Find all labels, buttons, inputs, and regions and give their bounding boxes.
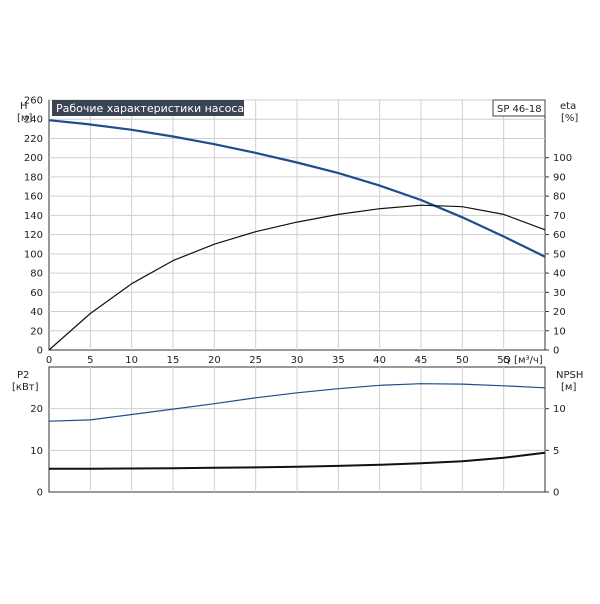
y-right-tick-label: 30 [553, 288, 566, 299]
y-left-tick-label: 10 [30, 446, 43, 457]
x-tick-label: 20 [208, 355, 221, 366]
x-axis-label: Q [м³/ч] [503, 355, 543, 366]
top-y-right-unit: [%] [561, 113, 578, 124]
y-right-tick-label: 70 [553, 211, 566, 222]
y-left-tick-label: 260 [24, 96, 43, 107]
y-left-tick-label: 60 [30, 288, 43, 299]
y-right-tick-label: 10 [553, 326, 566, 337]
bottom-y-right-unit: [м] [561, 382, 576, 393]
top-y-left-label: H [20, 101, 28, 112]
y-left-tick-label: 180 [24, 172, 43, 183]
y-right-tick-label: 50 [553, 249, 566, 260]
y-left-tick-label: 140 [24, 211, 43, 222]
x-tick-label: 15 [167, 355, 180, 366]
y-right-tick-label: 100 [553, 153, 572, 164]
y-right-tick-label: 90 [553, 172, 566, 183]
model-label: SP 46-18 [497, 104, 542, 115]
y-right-tick-label: 0 [553, 488, 559, 499]
y-left-tick-label: 20 [30, 404, 43, 415]
y-right-tick-label: 80 [553, 192, 566, 203]
y-right-tick-label: 5 [553, 446, 559, 457]
y-right-tick-label: 60 [553, 230, 566, 241]
chart-title-background [52, 100, 244, 116]
y-right-tick-label: 10 [553, 404, 566, 415]
x-tick-label: 35 [332, 355, 345, 366]
x-tick-label: 50 [456, 355, 469, 366]
x-tick-label: 55 [497, 355, 510, 366]
series-line-0-1 [48, 204, 546, 351]
x-tick-label: 25 [249, 355, 262, 366]
top-y-left-unit: [м] [17, 113, 32, 124]
series-line-0-0 [48, 119, 546, 258]
y-left-tick-label: 220 [24, 134, 43, 145]
y-right-tick-label: 0 [553, 346, 559, 357]
y-left-tick-label: 120 [24, 230, 43, 241]
model-label-box [492, 99, 546, 117]
x-tick-label: 5 [87, 355, 93, 366]
y-left-tick-label: 20 [30, 326, 43, 337]
x-tick-label: 45 [415, 355, 428, 366]
y-left-tick-label: 240 [24, 115, 43, 126]
y-left-tick-label: 80 [30, 269, 43, 280]
series-line-1-0 [48, 383, 546, 422]
series-line-1-1 [49, 451, 546, 470]
x-tick-label: 10 [125, 355, 138, 366]
x-tick-label: 0 [46, 355, 52, 366]
bottom-y-right-label: NPSH [556, 370, 583, 381]
top-y-right-label: eta [560, 101, 576, 112]
x-tick-label: 40 [373, 355, 386, 366]
y-left-tick-label: 0 [37, 346, 43, 357]
y-left-tick-label: 160 [24, 192, 43, 203]
x-tick-label: 30 [291, 355, 304, 366]
y-left-tick-label: 40 [30, 307, 43, 318]
y-left-tick-label: 0 [37, 488, 43, 499]
chart-title: Рабочие характеристики насоса [56, 102, 244, 115]
bottom-y-left-label: P2 [17, 370, 29, 381]
bottom-y-left-unit: [кВт] [12, 382, 39, 393]
y-left-tick-label: 100 [24, 249, 43, 260]
y-left-tick-label: 200 [24, 153, 43, 164]
y-right-tick-label: 20 [553, 307, 566, 318]
y-right-tick-label: 40 [553, 269, 566, 280]
